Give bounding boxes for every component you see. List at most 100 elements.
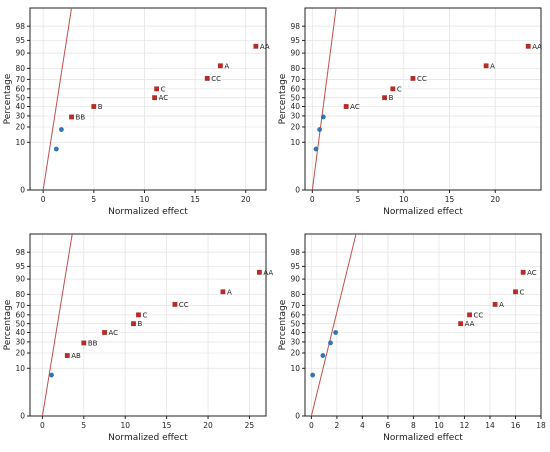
y-tick-label: 30 [290,112,300,121]
y-tick-label: 95 [290,36,300,45]
x-tick-label: 5 [81,421,86,430]
x-tick-label: 20 [490,195,500,204]
significant-point [513,289,518,295]
plot-frame [304,233,542,417]
x-tick-label: 12 [460,421,470,430]
y-tick-label: 40 [15,328,25,337]
y-tick-label: 50 [15,93,25,102]
non-significant-point [310,372,316,378]
y-axis-title: Percentage [278,299,288,350]
y-tick-label: 30 [15,338,25,347]
non-significant-point [320,353,326,358]
point-label: AA [263,269,273,277]
reference-line [311,8,337,190]
point-label: C [161,85,166,93]
x-tick-label: 14 [485,421,495,430]
significant-point [81,340,87,346]
y-tick-label: 98 [15,22,25,31]
significant-point [520,269,526,275]
y-tick-label: 70 [15,301,25,310]
x-tick-label: 20 [203,421,213,430]
x-axis-title: Normalized effect [108,207,188,217]
x-tick-label: 15 [162,421,172,430]
x-tick-label: 0 [309,421,314,430]
x-tick-label: 25 [245,421,255,430]
y-tick-label: 10 [290,364,300,373]
grid [30,8,266,191]
x-axis-title: Normalized effect [108,433,188,443]
x-tick-label: 18 [536,421,546,430]
significant-point [525,43,531,49]
point-label: CC [211,75,221,83]
significant-point [343,104,349,109]
significant-point [64,353,70,358]
y-tick-label: 90 [15,49,25,58]
significant-point [152,95,157,101]
reference-line [42,8,73,190]
point-label: CC [417,75,427,83]
point-label: CC [179,301,189,309]
significant-point [458,321,464,327]
y-tick-label: 20 [290,123,300,132]
point-label: AA [260,43,270,51]
point-label: A [227,288,232,296]
point-label: A [224,62,229,70]
x-tick-label: 4 [360,421,365,430]
point-label: A [499,301,504,309]
x-tick-label: 0 [310,195,315,204]
x-tick-label: 6 [386,421,391,430]
y-tick-label: 20 [15,123,25,132]
y-tick-label: 98 [15,248,25,257]
y-tick-label: 95 [15,36,25,45]
significant-point [69,114,74,120]
point-label: A [490,62,495,70]
y-tick-label: 70 [290,301,300,310]
x-tick-label: 0 [40,421,45,430]
y-tick-label: 90 [290,275,300,284]
y-tick-label: 70 [290,75,300,84]
point-label: AB [71,352,81,360]
point-label: B [98,103,103,111]
y-tick-label: 95 [290,262,300,271]
y-tick-label: 40 [290,328,300,337]
y-tick-label: 80 [290,290,300,299]
significant-point [102,330,107,335]
y-tick-label: 0 [295,186,300,195]
significant-point [483,63,489,69]
significant-point [220,289,226,295]
significant-point [467,312,472,318]
point-label: BB [88,339,98,347]
y-tick-label: 60 [290,310,300,319]
x-tick-label: 5 [356,195,361,204]
y-tick-label: 80 [15,290,25,299]
x-tick-label: 10 [434,421,444,430]
y-tick-label: 98 [290,22,300,31]
significant-point [131,321,136,327]
significant-point [253,43,259,49]
y-tick-label: 20 [290,349,300,358]
point-label: C [397,85,402,93]
y-tick-label: 10 [15,138,25,147]
y-tick-label: 20 [15,349,25,358]
x-tick-label: 10 [120,421,130,430]
y-tick-label: 0 [20,186,25,195]
grid [305,8,541,191]
x-tick-label: 20 [241,195,251,204]
point-label: AC [350,103,360,111]
significant-point [492,302,498,307]
significant-point [390,86,396,92]
non-significant-point [320,114,326,120]
point-label: AA [465,320,475,328]
x-tick-label: 10 [399,195,409,204]
